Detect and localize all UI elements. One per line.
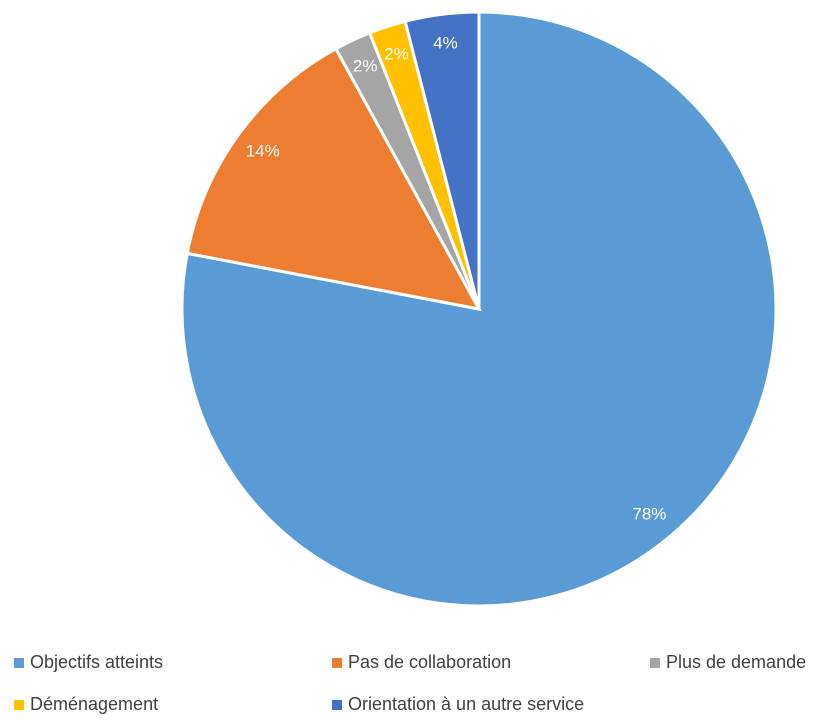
pie-slice [180,10,778,608]
pie-slice [185,46,482,312]
legend-swatch [332,658,342,668]
legend-swatch [14,700,24,710]
pie-slice [403,10,481,310]
legend-swatch [650,658,660,668]
data-label: 2% [353,57,378,76]
legend-label: Objectifs atteints [30,652,163,672]
data-label: 2% [384,44,409,63]
legend-swatch [14,658,24,668]
legend-swatch [332,700,342,710]
data-label: 78% [632,504,666,523]
legend-label: Pas de collaboration [348,652,511,672]
legend-label: Orientation à un autre service [348,694,584,714]
data-label: 4% [433,33,458,52]
legend-label: Déménagement [30,694,158,714]
legend-label: Plus de demande [666,652,806,672]
data-label: 14% [246,141,280,160]
